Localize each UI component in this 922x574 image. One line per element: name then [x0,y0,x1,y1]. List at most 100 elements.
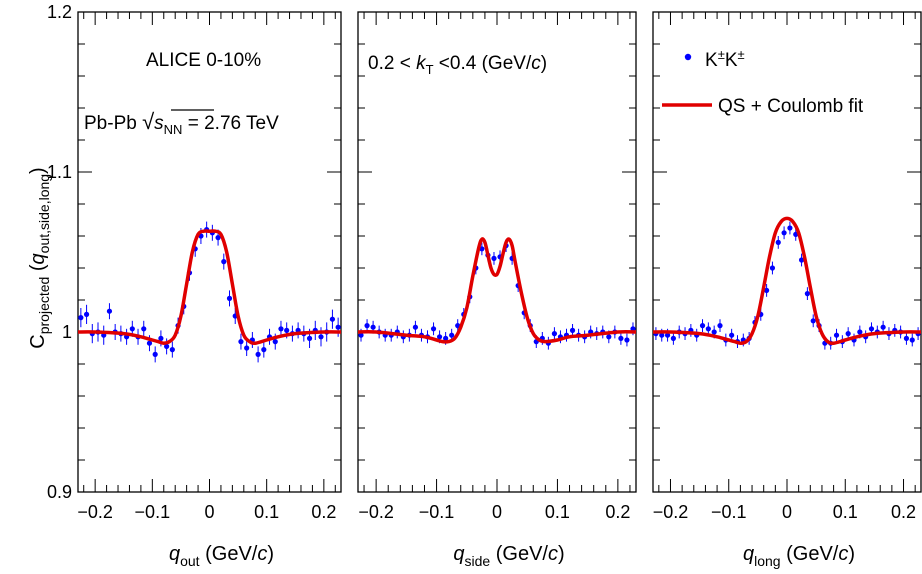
panel-3-data-point [769,265,776,271]
panel-3-x-axis-title: qlong (GeV/c) [743,543,855,569]
legend-marker-icon [684,53,692,61]
panel-1-data-point [244,345,250,351]
panel-1-data-point [146,340,153,346]
panel-1-frame [77,11,342,493]
panel-2-data-point [569,327,576,333]
y-axis-title-sub: projected [36,277,52,335]
panel-1-data-point [318,334,324,340]
panel2-kt-var: k [416,53,427,74]
panel-1-x-tick-label: 0.2 [311,502,336,522]
panel2-kt-close: ) [541,53,547,74]
panel1-system-post: = 2.76 TeV [182,113,279,134]
panel-3-data-point [699,323,706,329]
panel-2-data-point [491,255,497,261]
panel-3-x-tick-label: 0.2 [891,502,916,522]
panel-1-y-tick-label: 1.1 [47,162,72,182]
legend-marker-label: K±K± [705,47,745,71]
panel-2-data-point [624,337,630,343]
panel-2-data-point [551,331,558,337]
panel-3-data-point [868,326,875,332]
legend-marker-label-mid: K [725,50,738,71]
panel-2-x-tick-label: −0.2 [358,502,394,522]
panel-2-data-point [443,335,449,341]
panel-3-x-tick-label: −0.1 [711,502,747,522]
panel-1-data-point [215,235,221,241]
panel-1-data-point [169,347,175,353]
panel-3-data-point [670,335,676,341]
panel-3-x-tick-label: 0.1 [833,502,858,522]
panel1-experiment-label: ALICE 0-10% [146,50,261,71]
panel-2-data-point [618,335,624,341]
panel-2-data-point [606,334,612,340]
panel-1: −0.2 −0.1 0 0.1 0.2 0.9 1 1.1 1.2 qout (GeV/c) [47,2,342,569]
panel-1-data-point [129,326,135,332]
panel-1-data-point [83,311,90,317]
panel-3-data-point [845,331,851,337]
y-axis-title-arg-close: ) [27,167,49,174]
panel-1-data-point [335,324,341,330]
panel2-kt-post: <0.4 (GeV/ [434,53,532,74]
panel-1-data-point [106,308,113,314]
legend-marker-label-sup2: ± [738,47,745,62]
panel2-kt-label: 0.2 < kT <0.4 (GeV/c) [368,53,547,77]
panel-1-y-tick-label: 1.2 [47,2,72,22]
panel-1-data-point [152,351,158,357]
y-axis-title: Cprojected (qout,side,long) [27,167,52,348]
panel-1-data-point [221,259,227,265]
panel-3-data-point [729,332,735,338]
panel1-system-pre: Pb-Pb [84,113,142,134]
panel-2-x-tick-label: 0.1 [545,502,570,522]
panel-1-data-point [329,316,336,322]
panel-2-data-point [370,324,376,330]
panel-1-x-axis-unit-pre: (GeV/ [200,543,258,565]
panel-3: −0.2 −0.1 0 0.1 0.2 qlong (GeV/c) [652,11,922,569]
panel-1-x-tick-label: 0 [204,502,214,522]
panel-3-x-tick-label: 0 [782,502,792,522]
panel-3-data-point [781,230,787,236]
panel-2-x-axis-var: q [453,543,464,565]
panel-3-data-point [659,332,665,338]
panel-1-data-point [164,343,170,349]
panel-1-x-tick-label: −0.1 [135,502,171,522]
panel-3-data-point [717,323,723,329]
panel-2-x-axis-unit-pre: (GeV/ [490,543,548,565]
panel-1-x-tick-label: 0.1 [254,502,279,522]
panel-2-x-axis-unit-var: c [548,543,558,565]
panel-1-data-point [261,347,267,353]
panel-2-data-point [449,332,455,338]
panel-3-data-point [810,318,816,324]
panel-3-data-point [705,326,711,332]
panel1-system-var: s [154,113,164,134]
legend-fit-label: QS + Coulomb fit [718,96,864,117]
panel-1-x-axis-unit-post: ) [267,543,274,565]
panel-2-data-point [436,334,443,340]
panel-1-y-tick-label: 0.9 [47,482,72,502]
panel-3-data-point [804,291,810,297]
legend-marker-label-main: K [705,50,718,71]
panel-2-x-tick-label: −0.1 [419,502,455,522]
panel-3-x-axis-sub: long [754,553,780,569]
panel-1-x-axis-unit-var: c [257,543,267,565]
y-axis-title-arg-var: q [27,253,49,264]
panel1-sqrt-sign: √ [142,109,155,134]
panel-3-data-point [775,239,781,245]
y-axis-title-arg-open: ( [27,264,49,277]
panel-1-x-tick-label: −0.2 [77,502,113,522]
panel-3-data-point [764,287,770,293]
y-axis-title-main: C [27,334,49,348]
panel-3-x-axis-var: q [743,543,754,565]
panel-1-data-point [255,351,261,357]
panel-3-x-tick-label: −0.2 [653,502,689,522]
panel-1-x-axis-title: qout (GeV/c) [169,543,274,569]
panel-1-x-axis-var: q [169,543,180,565]
panel-3-x-axis-unit-pre: (GeV/ [781,543,839,565]
panel-2-x-axis-sub: side [464,553,490,569]
panel-2: −0.2 −0.1 0 0.1 0.2 qside (GeV/c) [357,11,637,569]
panel-2-data-point [430,326,437,332]
panel-1-data-point [272,339,278,345]
panel-2-x-tick-label: 0 [492,502,502,522]
panel-2-x-axis-unit-post: ) [558,543,565,565]
panel-3-x-axis-unit-post: ) [848,543,855,565]
